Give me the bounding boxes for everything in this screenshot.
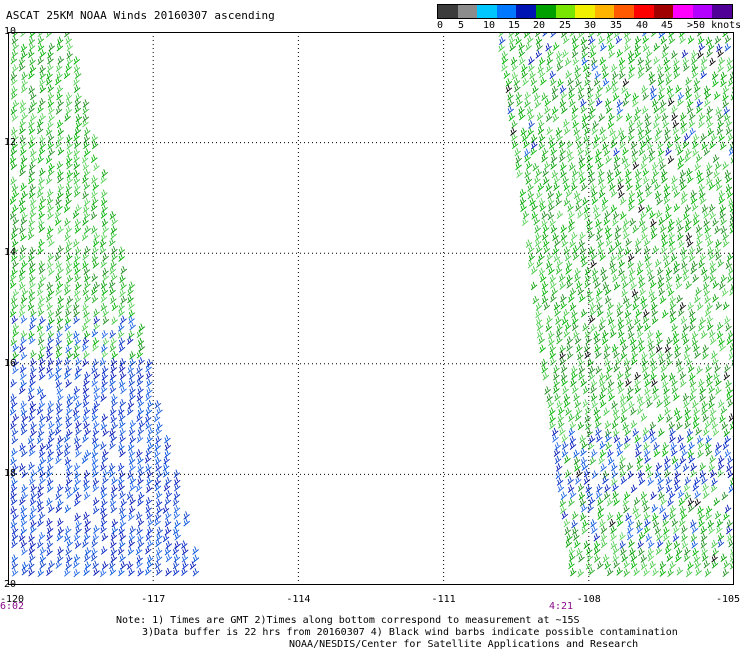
legend-label: 35 [610,20,623,31]
legend-label: 25 [559,20,572,31]
wind-speed-legend: 0 5 10 15 20 25 30 35 40 45 >50 knots [437,4,740,33]
latitude-tick-label: 18 [4,468,17,480]
wind-barb-group [9,32,734,578]
latitude-tick-label: 10 [4,26,17,37]
longitude-tick-label: -108 [576,594,601,605]
wind-barb-group [9,32,734,577]
wind-barb-group [10,32,734,577]
legend-swatch [555,5,576,18]
wind-barb-group [505,49,734,563]
wind-barbs [9,32,734,578]
longitude-tick-label: -111 [431,594,456,605]
legend-swatch [535,5,556,18]
legend-label: 10 [483,20,496,31]
latitude-tick-label: 16 [4,357,17,369]
legend-swatch [516,5,536,18]
legend-color-bar [437,4,733,19]
legend-label: 45 [661,20,674,31]
legend-label: 0 [437,20,444,31]
legend-label: 15 [508,20,521,31]
note-line-1: Note: 1) Times are GMT 2)Times along bot… [116,615,580,626]
legend-swatch [633,5,654,18]
legend-label: 40 [636,20,649,31]
legend-swatch [438,5,458,18]
legend-swatch [712,5,732,18]
wind-barb-group [11,32,734,578]
legend-swatch [614,5,634,18]
right-swath-time: 4:21 [549,601,574,612]
wind-barb-group [10,43,734,577]
legend-label: 20 [533,20,546,31]
legend-swatch [575,5,595,18]
note-line-3: NOAA/NESDIS/Center for Satellite Applica… [289,639,639,650]
longitude-tick-label: -117 [141,594,166,605]
legend-swatch [673,5,693,18]
map-grid [8,32,734,585]
longitude-tick-label: -105 [715,594,740,605]
longitude-tick-label: -120 [0,594,25,605]
wind-map-plot [8,32,734,585]
latitude-tick-label: 12 [4,136,17,148]
wind-barb-group [10,32,734,578]
longitude-tick-label: -114 [286,594,311,605]
latitude-tick-label: 20 [4,579,17,590]
map-title: ASCAT 25KM NOAA Winds 20160307 ascending [6,9,275,22]
legend-label: >50 knots [687,20,740,31]
wind-barb-group [9,32,734,578]
legend-label: 5 [458,20,465,31]
legend-swatch [457,5,478,18]
legend-swatch [692,5,713,18]
left-swath-time: 6:02 [0,601,25,612]
legend-swatch [594,5,615,18]
wind-barb-group [11,32,734,577]
plot-frame [8,32,734,585]
note-line-2: 3)Data buffer is 22 hrs from 20160307 4)… [142,627,678,638]
legend-swatch [653,5,674,18]
legend-swatch [477,5,497,18]
legend-swatch [496,5,517,18]
legend-label: 30 [584,20,597,31]
legend-labels: 0 5 10 15 20 25 30 35 40 45 >50 knots [437,19,740,33]
wind-barb-group [10,35,731,577]
latitude-tick-label: 14 [4,247,17,259]
wind-barb-group [10,32,734,577]
wind-barb-group [9,32,734,578]
